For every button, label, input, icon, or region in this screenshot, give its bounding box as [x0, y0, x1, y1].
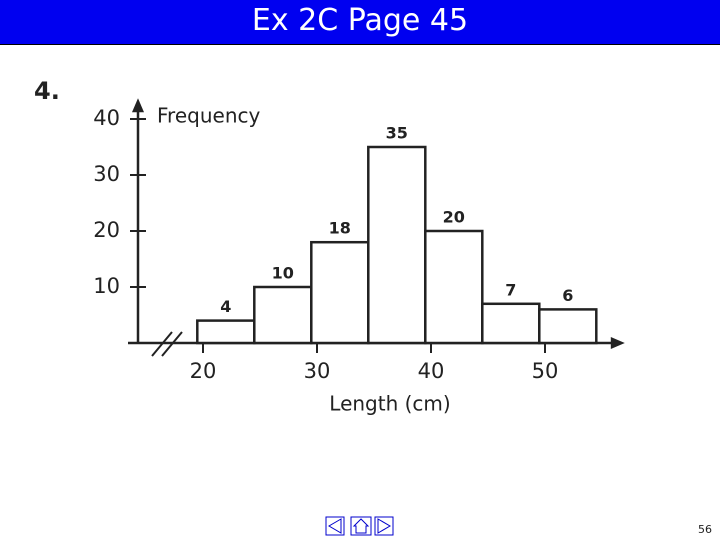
- bar: [481, 302, 541, 345]
- x-tick-label: 20: [190, 359, 217, 383]
- data-label: 35: [386, 124, 408, 143]
- x-tick-label: 30: [304, 359, 331, 383]
- bar: [538, 308, 598, 345]
- x-tick-label: 40: [418, 359, 445, 383]
- question-number: 4.: [34, 77, 60, 105]
- bar: [367, 145, 427, 345]
- next-button[interactable]: [374, 516, 394, 536]
- data-label: 18: [329, 219, 351, 238]
- slide-title: Ex 2C Page 45: [251, 3, 469, 38]
- y-tick-label: 20: [93, 218, 120, 242]
- bar: [424, 229, 484, 345]
- next-icon: [377, 518, 391, 534]
- data-label: 20: [443, 208, 465, 227]
- x-axis-label: Length (cm): [329, 392, 450, 416]
- y-tick-label: 10: [93, 274, 120, 298]
- data-label: 6: [562, 286, 573, 305]
- page-number: 56: [698, 523, 712, 536]
- bar: [310, 240, 370, 345]
- bar: [196, 319, 256, 345]
- prev-button[interactable]: [325, 516, 345, 536]
- home-icon: [352, 518, 370, 534]
- y-tick-label: 40: [93, 106, 120, 130]
- bar: [253, 285, 313, 345]
- y-axis-arrow: [132, 98, 144, 113]
- y-tick-label: 30: [93, 162, 120, 186]
- prev-icon: [328, 518, 342, 534]
- nav-buttons[interactable]: [325, 516, 394, 536]
- data-label: 7: [505, 280, 516, 299]
- data-label: 4: [220, 297, 231, 316]
- title-bar: Ex 2C Page 45: [0, 0, 720, 45]
- data-label: 10: [272, 264, 294, 283]
- y-axis-label: Frequency: [157, 104, 260, 128]
- x-axis-arrow: [610, 337, 625, 349]
- x-tick-label: 50: [532, 359, 559, 383]
